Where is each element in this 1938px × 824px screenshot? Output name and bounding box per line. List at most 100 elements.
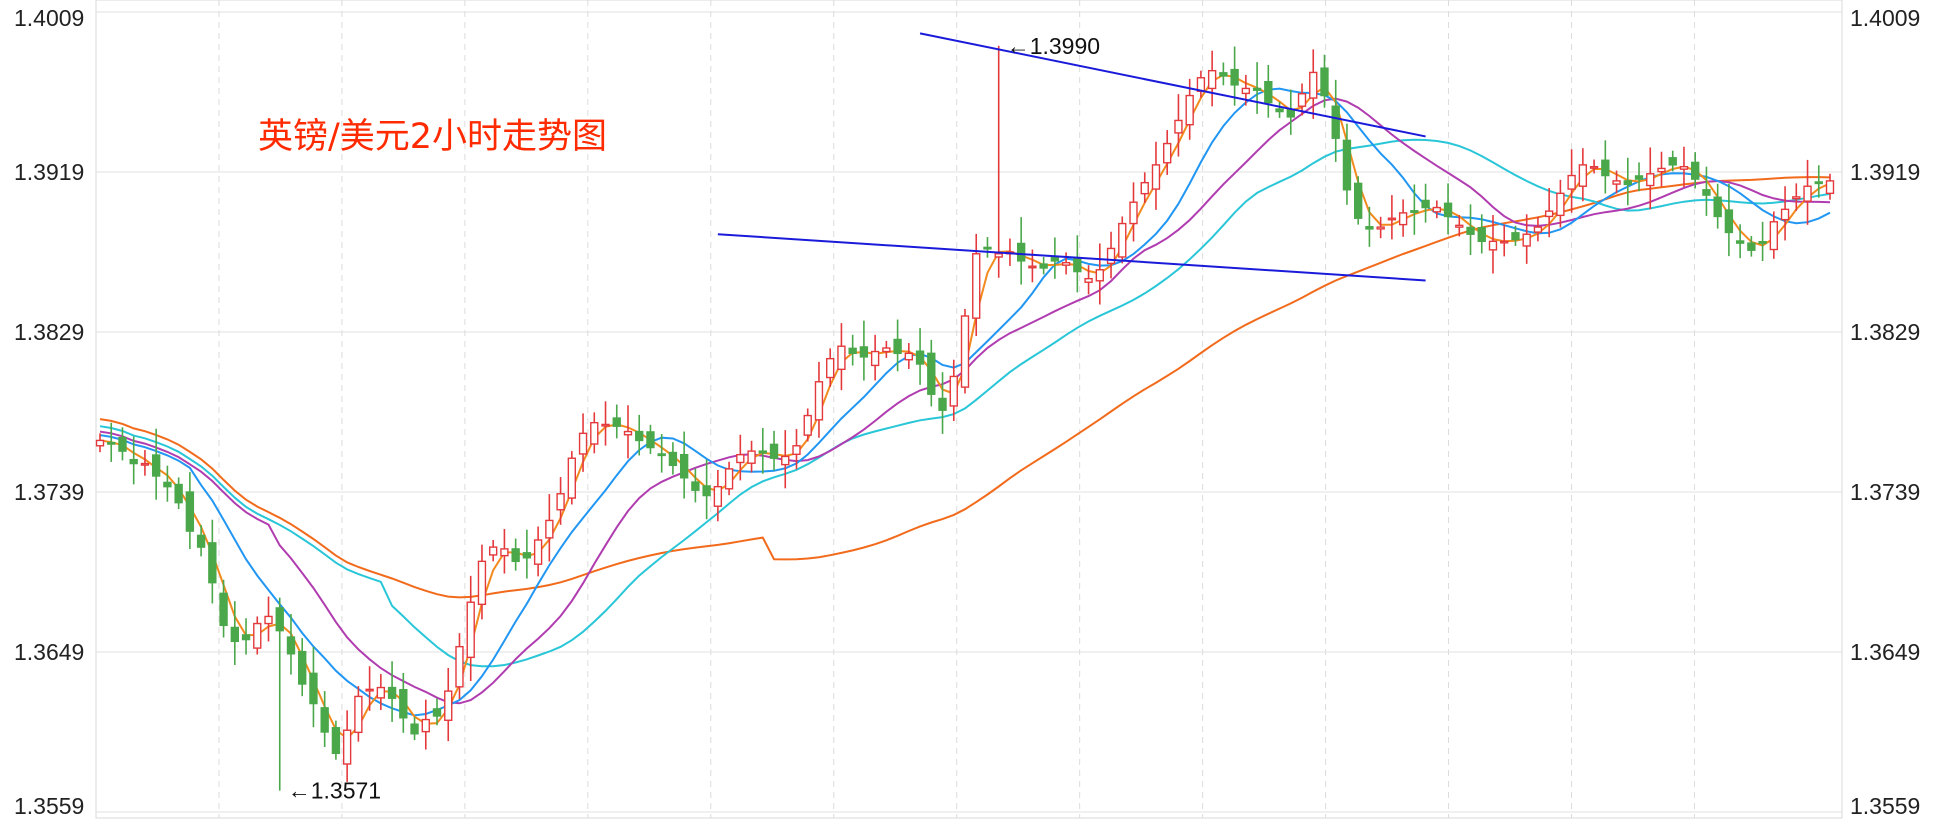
- candle-body: [1679, 165, 1689, 170]
- candle: [1522, 214, 1531, 264]
- candle: [1758, 221, 1767, 262]
- candle-body: [455, 645, 464, 688]
- candle-body: [500, 548, 509, 557]
- candle: [1353, 176, 1363, 225]
- candle-body: [1634, 175, 1644, 180]
- candle: [477, 544, 487, 620]
- candle-body: [1825, 180, 1835, 195]
- candle: [298, 638, 307, 697]
- candle: [1084, 265, 1093, 295]
- candle-body: [1443, 202, 1453, 218]
- candle: [320, 691, 329, 748]
- candle-body: [814, 381, 824, 421]
- y-tick-left: 1.3829: [14, 319, 84, 345]
- candle-body: [691, 481, 700, 491]
- candle: [1286, 89, 1295, 135]
- candle: [1095, 243, 1104, 305]
- candle-body: [1432, 206, 1442, 213]
- candle-body: [893, 338, 902, 355]
- price-annotation: ←1.3571: [288, 778, 381, 804]
- candle-body: [275, 607, 284, 632]
- candle-body: [219, 592, 228, 627]
- candle: [376, 674, 386, 711]
- candle: [1151, 141, 1161, 210]
- candle: [1544, 188, 1554, 238]
- candle: [331, 720, 341, 760]
- candle: [736, 434, 745, 481]
- candle-body: [230, 626, 239, 643]
- candle-body: [1230, 68, 1239, 86]
- candle-body: [1533, 226, 1543, 233]
- candle-body: [1073, 257, 1082, 273]
- candle-body: [1320, 67, 1329, 97]
- candle-body: [1735, 240, 1745, 244]
- candle-body: [1039, 263, 1048, 269]
- candle-body: [95, 439, 105, 447]
- channel-line: [717, 233, 1426, 282]
- candle: [1016, 217, 1026, 285]
- candle-body: [1612, 180, 1621, 185]
- candle: [1129, 182, 1138, 242]
- candle: [1488, 215, 1498, 274]
- candle-body: [354, 695, 363, 734]
- candle: [1174, 94, 1183, 157]
- candle-body: [545, 519, 554, 539]
- candle-body: [421, 718, 430, 733]
- candle-body: [1241, 87, 1251, 95]
- candle: [1578, 148, 1588, 202]
- candle: [1466, 204, 1475, 256]
- candle-body: [511, 548, 520, 563]
- candle-body: [1106, 247, 1116, 265]
- candle-body: [792, 445, 801, 456]
- candle-body: [736, 453, 745, 464]
- candle-body: [1095, 269, 1104, 282]
- candle-body: [196, 534, 206, 548]
- candle-body: [1522, 233, 1531, 247]
- candle: [466, 575, 475, 682]
- candle: [1623, 157, 1632, 206]
- candle-body: [769, 443, 779, 459]
- candle-body: [185, 491, 195, 532]
- candle: [814, 361, 824, 438]
- candle-body: [1050, 256, 1060, 262]
- candle-body: [129, 458, 138, 465]
- candle-body: [646, 431, 655, 449]
- candle: [1769, 211, 1779, 259]
- candle: [432, 698, 442, 726]
- candle: [1567, 149, 1576, 213]
- candle: [1309, 49, 1318, 119]
- y-tick-left: 1.3739: [14, 479, 84, 505]
- candle: [567, 451, 577, 505]
- candle-body: [1601, 159, 1610, 177]
- candle: [1691, 152, 1700, 189]
- candle-body: [1488, 240, 1498, 251]
- candle-body: [1118, 222, 1127, 258]
- candle: [533, 526, 543, 577]
- candle: [1207, 50, 1217, 107]
- candle-body: [241, 634, 251, 641]
- candle: [1780, 186, 1790, 241]
- candle-body: [1792, 196, 1801, 200]
- candle: [174, 477, 183, 510]
- price-annotation: ←1.3990: [1007, 33, 1100, 59]
- y-tick-right: 1.3919: [1850, 159, 1920, 185]
- candle: [1735, 224, 1745, 259]
- channel-line: [919, 32, 1426, 138]
- candle: [972, 233, 981, 337]
- candle-body: [904, 352, 914, 361]
- candle: [702, 459, 711, 520]
- candle: [196, 525, 206, 557]
- candles: [95, 45, 1835, 791]
- candle: [578, 413, 588, 472]
- candle: [95, 433, 105, 453]
- candle-body: [713, 485, 723, 507]
- candle: [1039, 256, 1048, 275]
- candle: [1814, 165, 1823, 198]
- y-tick-left: 1.3559: [14, 793, 84, 819]
- candle: [1230, 46, 1239, 106]
- candle-body: [174, 483, 183, 504]
- y-tick-right: 1.3559: [1850, 793, 1920, 819]
- candle-body: [1016, 242, 1026, 262]
- ma-cyan-line: [99, 138, 1831, 668]
- candle-body: [915, 350, 925, 365]
